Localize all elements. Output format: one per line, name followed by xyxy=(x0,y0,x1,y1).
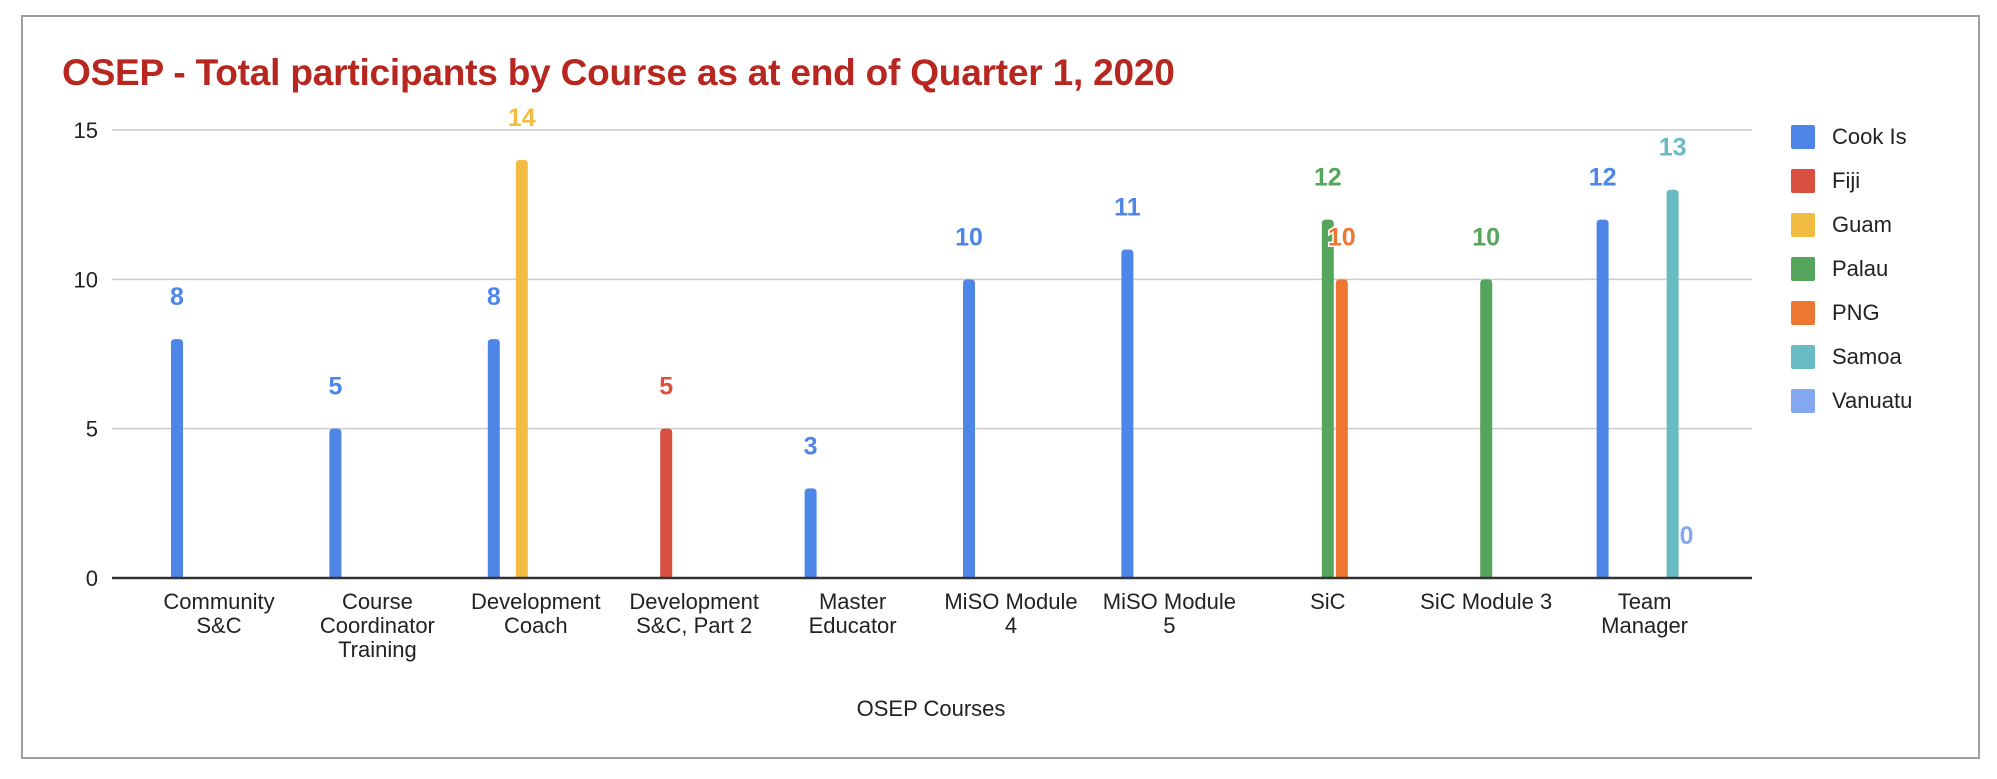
bar xyxy=(1480,279,1493,578)
bar xyxy=(1335,279,1348,578)
legend-label: PNG xyxy=(1832,300,1880,325)
legend-label: Vanuatu xyxy=(1832,388,1913,413)
x-tick-label: Course Coordinator Training xyxy=(320,589,435,662)
legend-swatch xyxy=(1791,125,1815,149)
y-tick-label: 5 xyxy=(86,417,98,442)
legend-item[interactable]: Fiji xyxy=(1791,159,1912,203)
legend-swatch xyxy=(1791,257,1815,281)
chart-frame xyxy=(21,15,1980,759)
data-label: 5 xyxy=(659,373,673,401)
legend-label: Guam xyxy=(1832,212,1892,237)
bar xyxy=(329,428,342,578)
data-label: 10 xyxy=(955,223,983,251)
y-tick-label: 15 xyxy=(74,118,98,143)
legend-item[interactable]: PNG xyxy=(1791,291,1912,335)
y-tick-label: 0 xyxy=(86,566,98,591)
x-tick-label: Team Manager xyxy=(1601,589,1688,638)
x-tick-label: Community S&C xyxy=(163,589,274,638)
bar xyxy=(660,428,673,578)
bar xyxy=(515,159,528,578)
y-tick-label: 10 xyxy=(74,267,98,292)
x-tick-label: MiSO Module 4 xyxy=(944,589,1077,638)
x-tick-label: MiSO Module 5 xyxy=(1103,589,1236,638)
data-label: 10 xyxy=(1328,223,1356,251)
bar xyxy=(1321,219,1334,578)
data-label: 14 xyxy=(508,104,536,132)
data-label: 10 xyxy=(1472,223,1500,251)
data-label: 0 xyxy=(1680,522,1694,550)
legend-swatch xyxy=(1791,345,1815,369)
data-label: 5 xyxy=(328,373,342,401)
legend-item[interactable]: Vanuatu xyxy=(1791,379,1912,423)
legend-label: Cook Is xyxy=(1832,124,1907,149)
data-label: 11 xyxy=(1114,193,1141,221)
legend-label: Samoa xyxy=(1832,344,1902,369)
legend-label: Palau xyxy=(1832,256,1889,281)
legend-item[interactable]: Samoa xyxy=(1791,335,1912,379)
bar xyxy=(1596,219,1609,578)
bar xyxy=(171,339,183,578)
x-axis-title: OSEP Courses xyxy=(857,696,1006,721)
x-tick-label: Development S&C, Part 2 xyxy=(629,589,759,638)
legend-swatch xyxy=(1791,213,1815,237)
x-tick-label: Master Educator xyxy=(809,589,897,638)
x-tick-label: SiC xyxy=(1310,589,1346,614)
x-tick-label: SiC Module 3 xyxy=(1420,589,1552,614)
chart-title: OSEP - Total participants by Course as a… xyxy=(62,52,1175,93)
bar xyxy=(963,279,975,578)
data-label: 8 xyxy=(170,283,184,311)
x-tick-label: Development Coach xyxy=(471,589,601,638)
data-label: 13 xyxy=(1659,134,1687,162)
bar xyxy=(804,488,817,578)
data-label: 12 xyxy=(1314,164,1342,192)
bar xyxy=(1666,189,1679,578)
legend-item[interactable]: Palau xyxy=(1791,247,1912,291)
bar xyxy=(487,339,500,578)
bar xyxy=(1121,249,1134,578)
legend-swatch xyxy=(1791,389,1815,413)
legend-item[interactable]: Guam xyxy=(1791,203,1912,247)
data-label: 12 xyxy=(1589,164,1617,192)
chart-legend: Cook Is Fiji Guam Palau PNG Samoa Vanuatu xyxy=(1791,115,1912,423)
legend-swatch xyxy=(1791,301,1815,325)
legend-item[interactable]: Cook Is xyxy=(1791,115,1912,159)
data-label: 3 xyxy=(804,432,818,460)
data-label: 8 xyxy=(487,283,501,311)
legend-swatch xyxy=(1791,169,1815,193)
legend-label: Fiji xyxy=(1832,168,1861,193)
